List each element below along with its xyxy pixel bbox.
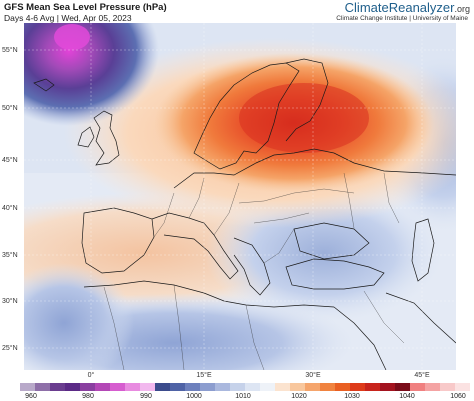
colorbar-label-1030: 1030 <box>344 393 360 400</box>
colorbar-swatch <box>380 383 396 391</box>
colorbar-swatch <box>95 383 111 391</box>
colorbar-label-1010: 1010 <box>235 393 251 400</box>
colorbar-swatch <box>305 383 321 391</box>
colorbar-swatch <box>365 383 381 391</box>
brand-logo[interactable]: ClimateReanalyzer.org <box>345 0 470 15</box>
colorbar-swatch <box>215 383 231 391</box>
lat-label-50n: 50°N <box>2 105 18 112</box>
pressure-map <box>24 23 456 370</box>
colorbar-swatch <box>110 383 126 391</box>
graticule <box>24 23 456 370</box>
colorbar-label-1020: 1020 <box>291 393 307 400</box>
colorbar-swatch <box>425 383 441 391</box>
colorbar-label-960: 960 <box>25 393 37 400</box>
colorbar-swatch <box>395 383 411 391</box>
colorbar-swatch <box>275 383 291 391</box>
lon-label-45e: 45°E <box>414 372 430 379</box>
colorbar-label-990: 990 <box>140 393 152 400</box>
colorbar-swatch <box>80 383 96 391</box>
colorbar-swatch <box>440 383 456 391</box>
colorbar-label-1000: 1000 <box>186 393 202 400</box>
lon-label-15e: 15°E <box>196 372 212 379</box>
coastlines <box>33 58 456 370</box>
brand-name: ClimateReanalyzer <box>344 0 455 15</box>
lat-label-35n: 35°N <box>2 252 18 259</box>
lon-label-30e: 30°E <box>305 372 321 379</box>
colorbar-swatch <box>200 383 216 391</box>
colorbar-swatch <box>260 383 276 391</box>
lat-label-55n: 55°N <box>2 47 18 54</box>
colorbar-swatch <box>125 383 141 391</box>
brand-tagline: Climate Change Institute | University of… <box>336 15 468 22</box>
colorbar-swatch <box>410 383 426 391</box>
colorbar-swatch <box>35 383 51 391</box>
colorbar-swatch <box>185 383 201 391</box>
pressure-colorbar <box>20 383 470 391</box>
brand-suffix: .org <box>454 4 470 14</box>
colorbar-swatch <box>320 383 336 391</box>
colorbar-swatch <box>65 383 81 391</box>
colorbar-label-980: 980 <box>82 393 94 400</box>
colorbar-swatch <box>50 383 66 391</box>
lon-label-0: 0° <box>87 372 95 379</box>
colorbar-swatch <box>455 383 470 391</box>
colorbar-swatch <box>155 383 171 391</box>
lat-label-30n: 30°N <box>2 298 18 305</box>
lat-label-25n: 25°N <box>2 345 18 352</box>
lat-label-40n: 40°N <box>2 205 18 212</box>
colorbar-swatch <box>245 383 261 391</box>
colorbar-swatch <box>140 383 156 391</box>
chart-title: GFS Mean Sea Level Pressure (hPa) <box>4 2 167 13</box>
colorbar-swatch <box>350 383 366 391</box>
colorbar-swatch <box>290 383 306 391</box>
colorbar-label-1040: 1040 <box>399 393 415 400</box>
colorbar-swatch <box>170 383 186 391</box>
colorbar-swatch <box>230 383 246 391</box>
chart-subtitle: Days 4-6 Avg | Wed, Apr 05, 2023 <box>4 13 132 23</box>
lat-label-45n: 45°N <box>2 157 18 164</box>
colorbar-label-1060: 1060 <box>450 393 466 400</box>
colorbar-swatch <box>335 383 351 391</box>
country-borders <box>103 172 405 370</box>
colorbar-swatch <box>20 383 36 391</box>
